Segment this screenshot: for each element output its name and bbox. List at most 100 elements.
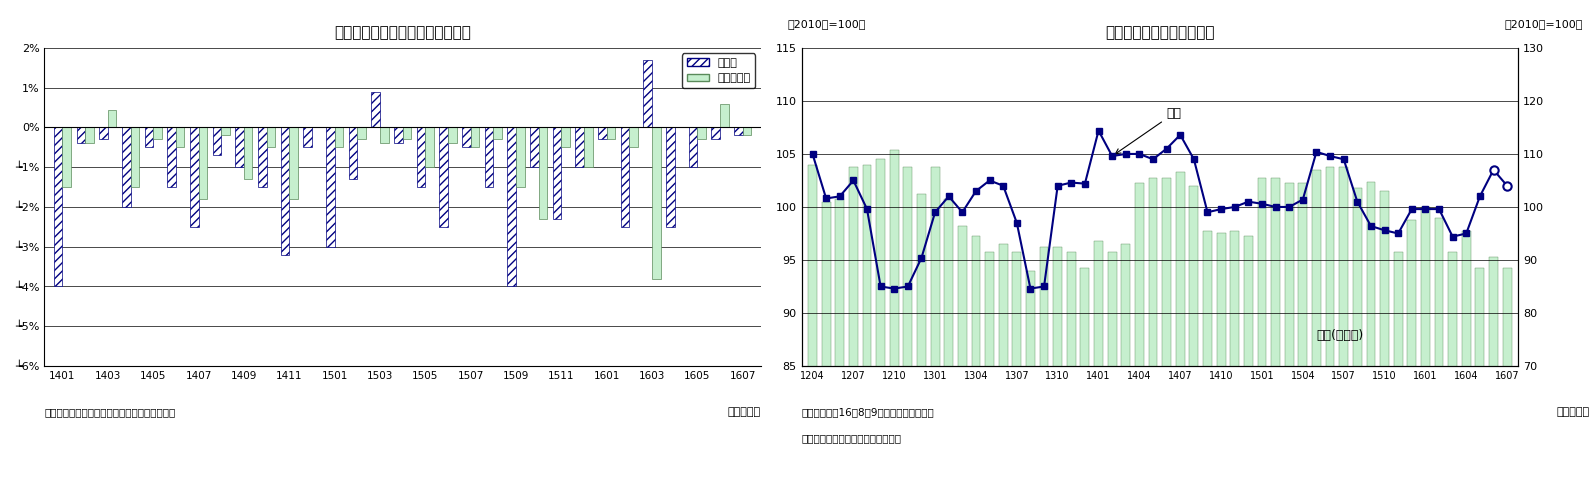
Bar [199,127,207,199]
Bar [1039,247,1049,496]
Bar [1352,188,1362,496]
Bar [348,127,358,179]
Bar [597,127,607,139]
Bar [944,199,953,496]
Bar [734,127,742,135]
Bar [1026,271,1034,496]
Bar [1012,252,1022,496]
Bar [485,127,493,187]
Text: （資料）経済産業省「鉱工業指数」: （資料）経済産業省「鉱工業指数」 [801,433,901,443]
Bar [629,127,637,147]
Bar [416,127,426,187]
Bar [1203,231,1212,496]
Bar [62,127,72,187]
Bar [1108,252,1117,496]
Bar [917,194,926,496]
Bar [153,127,162,139]
Bar [1421,207,1430,496]
Bar [493,127,502,139]
Bar [507,127,516,287]
Bar [167,127,176,187]
Bar [698,127,706,139]
Bar [644,60,651,127]
Bar [145,127,153,147]
Bar [1298,183,1308,496]
Bar [1066,252,1076,496]
Bar [985,252,995,496]
Bar [1135,183,1144,496]
Bar [666,127,675,227]
Text: （注）生産の16年8、9月は予測指数で延長: （注）生産の16年8、9月は予測指数で延長 [801,407,934,417]
Bar [1489,257,1498,496]
Bar [539,127,547,219]
Bar [1313,170,1320,496]
Bar [904,167,912,496]
Bar [531,127,539,167]
Bar [1230,231,1239,496]
Bar [235,127,243,167]
Bar [1149,178,1157,496]
Bar [303,127,311,147]
Bar [289,127,297,199]
Bar [742,127,752,135]
Bar [358,127,365,139]
Bar [1381,191,1389,496]
Bar [1340,167,1347,496]
Bar [191,127,199,227]
Bar [86,127,94,143]
Bar [553,127,561,219]
Bar [394,127,402,143]
Bar [890,150,899,496]
Bar [1244,236,1252,496]
Title: 最近の実現率、予測修正率の推移: 最近の実現率、予測修正率の推移 [334,25,470,40]
Bar [876,159,885,496]
Bar [281,127,289,254]
Bar [1190,186,1198,496]
Title: 輸送機械の生産、在庫動向: 輸送機械の生産、在庫動向 [1104,25,1214,40]
Bar [326,127,335,247]
Bar [176,127,184,147]
Bar [1476,268,1484,496]
Bar [583,127,593,167]
Bar [720,104,729,127]
Bar [849,167,858,496]
Bar [1503,268,1511,496]
Bar [213,127,221,155]
Bar [822,202,831,496]
Bar [257,127,267,187]
Bar [1448,252,1457,496]
Bar [439,127,448,227]
Bar [1394,252,1403,496]
Bar [76,127,86,143]
Bar [836,199,844,496]
Bar [561,127,570,147]
Bar [1095,242,1103,496]
Bar [607,127,615,139]
Text: 在庫(右目盛): 在庫(右目盛) [1316,329,1363,343]
Bar [1408,220,1416,496]
Bar [130,127,140,187]
Bar [575,127,583,167]
Bar [470,127,480,147]
Text: （2010年=100）: （2010年=100） [1505,19,1583,29]
Bar [1435,218,1443,496]
Bar [1462,231,1471,496]
Bar [1176,173,1185,496]
Bar [1081,268,1090,496]
Bar [1217,234,1225,496]
Bar [863,165,871,496]
Bar [1162,178,1171,496]
Bar [1271,178,1281,496]
Bar [1325,167,1335,496]
Bar [971,236,980,496]
Bar [243,127,253,179]
Text: （資料）経済産業省「製造工業生産予測指数」: （資料）経済産業省「製造工業生産予測指数」 [44,407,176,417]
Bar [1286,183,1293,496]
Bar [54,127,62,287]
Legend: 実現率, 予測修正率: 実現率, 予測修正率 [682,54,755,88]
Text: 生産: 生産 [1115,107,1182,154]
Bar [1122,244,1130,496]
Bar [688,127,698,167]
Bar [999,244,1007,496]
Bar [1054,247,1061,496]
